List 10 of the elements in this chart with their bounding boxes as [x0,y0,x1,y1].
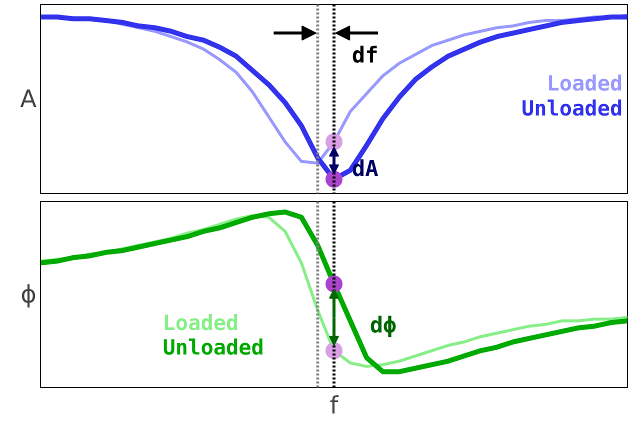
text: Loaded [546,71,623,96]
text: Unloaded [521,96,623,120]
annotation: dϕ [370,313,396,338]
annotation: df [352,44,378,69]
y-axis-title: ϕ [20,280,37,308]
text: Loaded [162,310,239,335]
text: Unloaded [162,335,264,360]
annotation: dA [352,156,378,182]
x-axis-title: f [330,392,339,420]
y-axis-title: A [20,85,38,113]
